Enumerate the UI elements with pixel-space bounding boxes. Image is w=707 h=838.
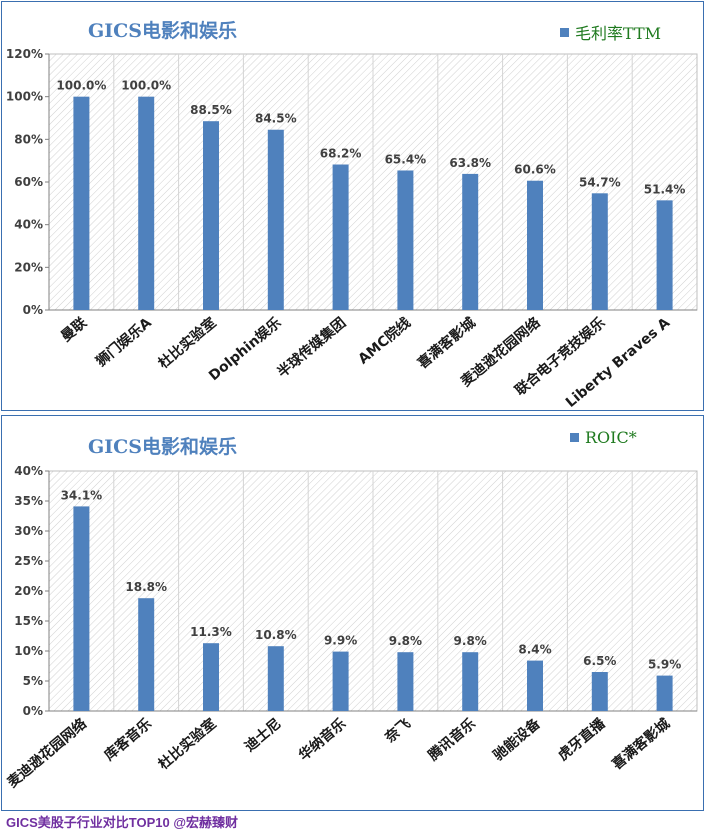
data-label: 51.4% — [644, 182, 686, 196]
bar — [203, 643, 219, 711]
chart-panel-roic: GICS电影和娱乐 ROIC* 0% 5% 10% 15% 20% 25% 30% 35% 40… — [1, 415, 704, 811]
y-tick-label: 15% — [14, 614, 43, 628]
category-label: 腾讯音乐 — [425, 715, 479, 764]
data-label: 34.1% — [61, 488, 103, 502]
bar — [527, 180, 543, 310]
bar — [462, 173, 479, 310]
y-tick-label: 0% — [23, 704, 43, 718]
category-label: 迪士尼 — [241, 715, 284, 755]
bar — [138, 598, 155, 711]
category-label: Liberty Braves A — [563, 315, 673, 410]
data-label: 6.5% — [583, 654, 616, 668]
data-label: 9.9% — [324, 634, 357, 648]
data-label: 8.4% — [518, 643, 551, 657]
data-label: 60.6% — [514, 163, 556, 177]
bar — [73, 506, 90, 711]
bar — [267, 129, 284, 310]
bar — [203, 121, 219, 310]
y-tick-label: 60% — [14, 175, 43, 189]
y-tick-label: 0% — [23, 303, 43, 317]
data-label: 100.0% — [56, 79, 106, 93]
data-label: 11.3% — [190, 625, 232, 639]
y-tick-label: 40% — [14, 218, 43, 232]
data-label: 9.8% — [389, 634, 422, 648]
y-tick-label: 30% — [14, 524, 43, 538]
data-label: 63.8% — [449, 156, 491, 170]
y-tick-label: 25% — [14, 554, 43, 568]
category-label: 半球传媒集团 — [274, 314, 349, 381]
data-label: 9.8% — [454, 634, 487, 648]
legend-swatch — [570, 433, 579, 442]
bar — [73, 96, 90, 311]
data-label: 100.0% — [121, 79, 171, 93]
chart-panel-gross-margin: GICS电影和娱乐 毛利率TTM 0% 20% 40% 60% 80% 100% 120% 1… — [1, 1, 704, 411]
bar — [138, 96, 155, 311]
category-label: 杜比实验室 — [155, 314, 220, 372]
bar — [332, 651, 349, 711]
bar-chart-roic: 0% 5% 10% 15% 20% 25% 30% 35% 40% 34.1% 麦迪逊花园网络 18.… — [4, 464, 698, 791]
bar — [591, 193, 608, 310]
data-label: 54.7% — [579, 175, 621, 189]
category-label: 狮门娱乐A — [92, 314, 155, 371]
y-tick-label: 35% — [14, 494, 43, 508]
chart-legend: ROIC* — [570, 428, 637, 447]
data-label: 65.4% — [385, 152, 427, 166]
bar — [332, 164, 349, 310]
data-label: 88.5% — [190, 103, 232, 117]
category-label: 麦迪逊花园网络 — [4, 715, 90, 791]
chart-title: GICS电影和娱乐 — [88, 436, 237, 458]
category-label: AMC院线 — [355, 314, 414, 368]
category-label: 喜满客影城 — [414, 314, 479, 372]
bar — [462, 652, 479, 711]
y-tick-label: 5% — [23, 674, 43, 688]
y-tick-label: 120% — [6, 47, 43, 61]
bar — [527, 660, 543, 711]
category-label: 库客音乐 — [101, 715, 155, 764]
y-tick-label: 10% — [14, 644, 43, 658]
data-label: 10.8% — [255, 628, 297, 642]
y-tick-label: 80% — [14, 132, 43, 146]
data-label: 18.8% — [125, 580, 167, 594]
legend-label: 毛利率TTM — [575, 24, 662, 43]
data-label: 84.5% — [255, 112, 297, 126]
footer-caption: GICS美股子行业对比TOP10 @宏赫臻财 — [6, 815, 239, 830]
data-label: 68.2% — [320, 147, 362, 161]
y-tick-label: 100% — [6, 90, 43, 104]
category-label: 驰能设备 — [490, 714, 545, 764]
y-tick-label: 40% — [14, 464, 43, 478]
category-label: 喜满客影城 — [609, 715, 674, 773]
bar-chart-gross-margin: 0% 20% 40% 60% 80% 100% 120% 100.0% 曼联 100.0% 狮门娱乐… — [6, 47, 698, 410]
chart-title: GICS电影和娱乐 — [88, 20, 237, 42]
category-label: 华纳音乐 — [295, 715, 349, 764]
bar — [591, 672, 608, 711]
data-label: 5.9% — [648, 658, 681, 672]
bar — [397, 170, 414, 310]
category-label: 奈飞 — [381, 715, 414, 747]
bar — [397, 652, 414, 711]
category-label: 虎牙直播 — [555, 714, 610, 764]
y-tick-label: 20% — [14, 260, 43, 274]
chart-legend: 毛利率TTM — [560, 20, 661, 44]
legend-swatch — [560, 27, 569, 37]
legend-label: ROIC* — [585, 428, 637, 447]
bar — [656, 200, 673, 310]
bar — [656, 675, 673, 711]
category-label: 杜比实验室 — [155, 715, 220, 773]
bar — [267, 646, 284, 711]
y-tick-label: 20% — [14, 584, 43, 598]
category-label: 曼联 — [58, 314, 90, 345]
